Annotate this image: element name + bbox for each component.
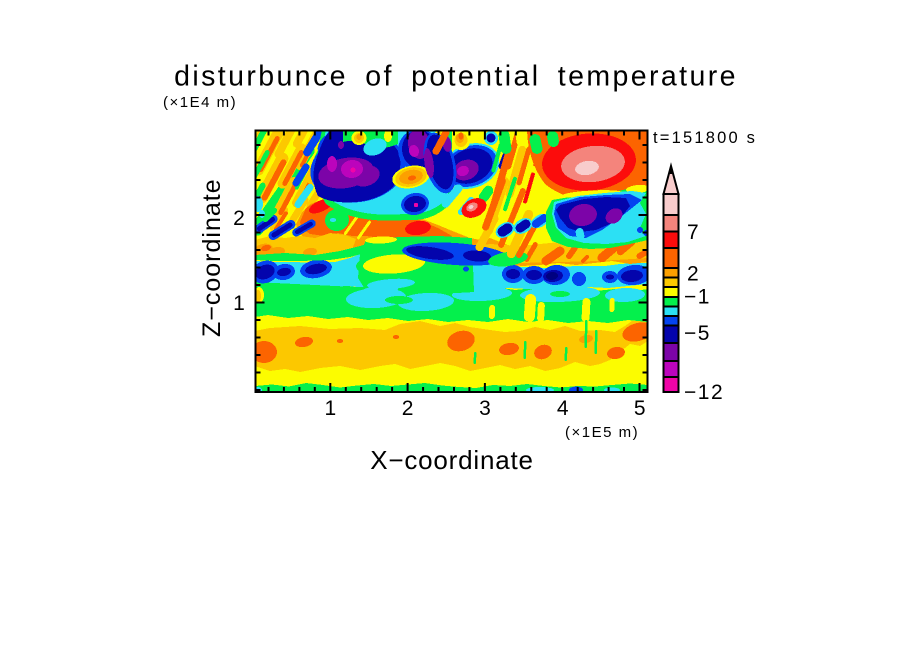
svg-text:−5: −5: [684, 322, 711, 345]
svg-text:1: 1: [324, 397, 336, 420]
svg-text:1: 1: [233, 292, 245, 315]
svg-text:t=151800 s: t=151800 s: [653, 129, 757, 147]
svg-text:7: 7: [687, 221, 700, 244]
svg-text:3: 3: [479, 397, 491, 420]
svg-text:2: 2: [233, 207, 245, 230]
svg-text:2: 2: [402, 397, 414, 420]
svg-text:disturbunce of potential tempe: disturbunce of potential temperature: [174, 61, 738, 93]
svg-text:(×1E4 m): (×1E4 m): [163, 94, 237, 111]
svg-text:−1: −1: [684, 286, 711, 309]
svg-text:2: 2: [687, 263, 700, 286]
svg-text:(×1E5 m): (×1E5 m): [565, 424, 639, 441]
svg-text:4: 4: [557, 397, 569, 420]
svg-text:5: 5: [634, 397, 646, 420]
svg-text:−12: −12: [684, 381, 724, 404]
svg-text:X−coordinate: X−coordinate: [370, 445, 534, 475]
svg-text:Z−coordinate: Z−coordinate: [198, 178, 226, 337]
